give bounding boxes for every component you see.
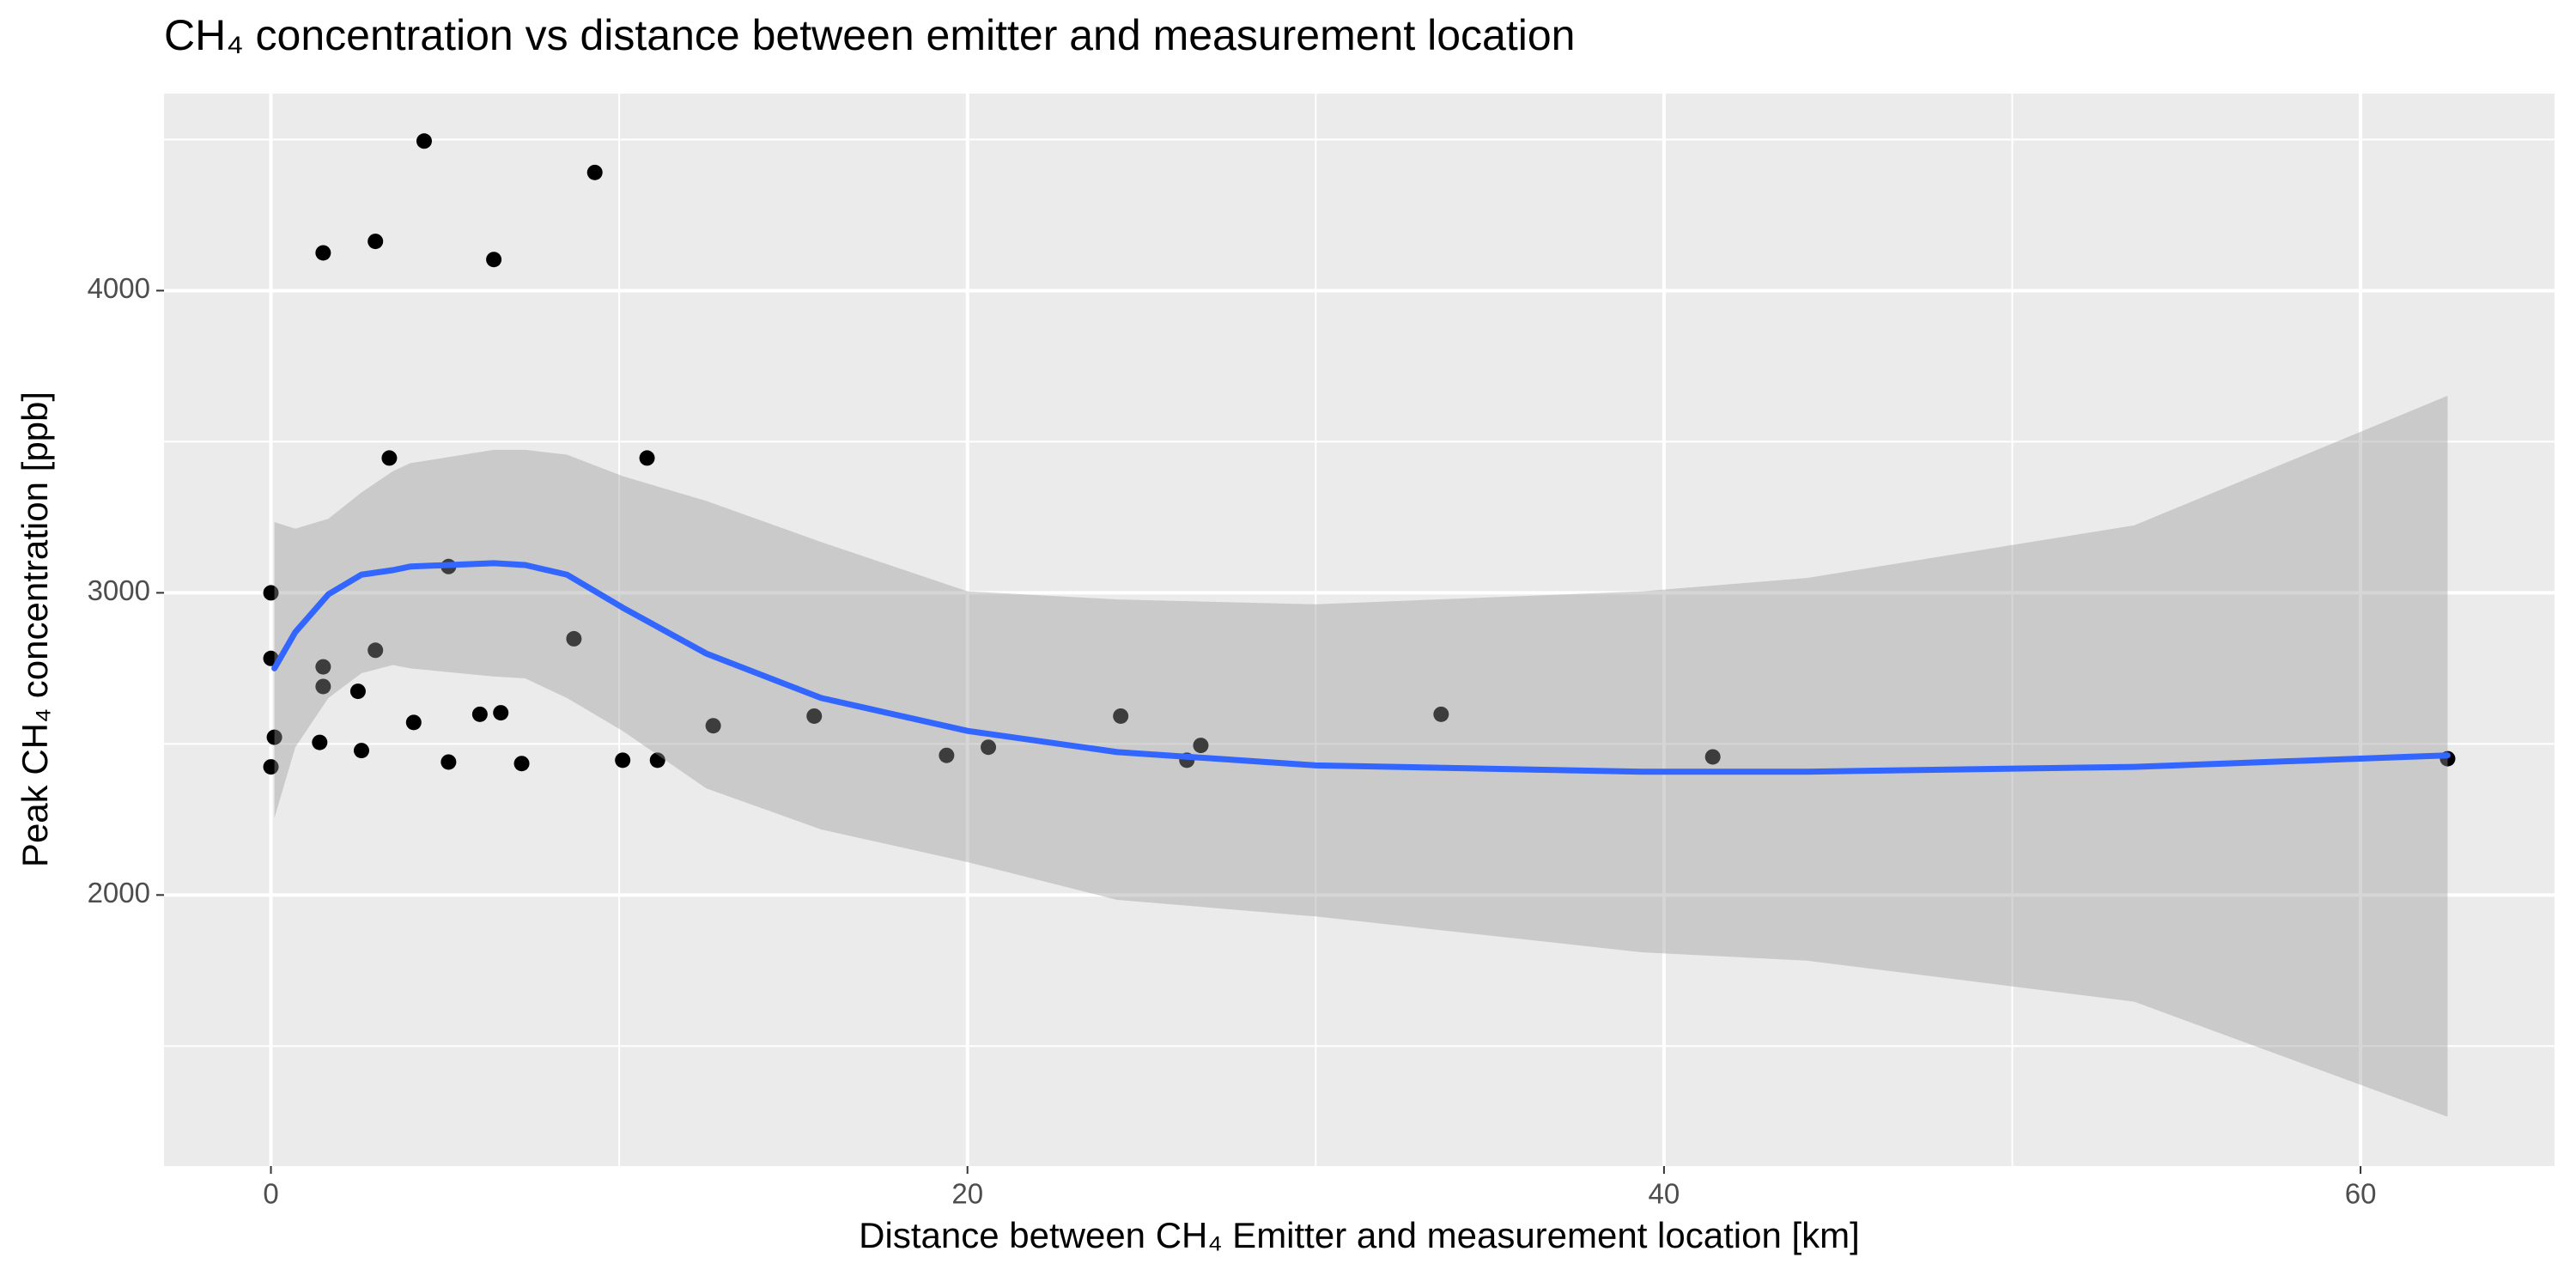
data-point: [416, 133, 432, 149]
data-point: [315, 245, 331, 261]
data-point: [639, 450, 655, 466]
smooth-line: [271, 560, 2451, 775]
data-point: [266, 729, 283, 745]
data-point: [315, 678, 331, 695]
data-point: [493, 705, 509, 721]
y-tick-label: 3000: [88, 574, 150, 606]
data-point: [1113, 708, 1129, 724]
data-point: [566, 630, 582, 647]
y-tick-label: 2000: [88, 877, 150, 908]
data-point: [315, 659, 331, 675]
data-point: [349, 683, 366, 700]
data-point: [649, 752, 665, 769]
data-point: [586, 164, 603, 180]
y-tick-label: 4000: [88, 272, 150, 304]
data-point: [353, 743, 369, 759]
data-point: [1704, 749, 1721, 765]
data-point: [615, 752, 631, 769]
data-point: [1193, 738, 1209, 754]
data-point: [981, 739, 997, 756]
x-tick-label: 0: [263, 1178, 278, 1210]
data-point: [440, 754, 457, 770]
data-point: [486, 252, 502, 268]
data-point: [1433, 706, 1449, 722]
data-point: [405, 714, 422, 731]
data-point: [513, 756, 530, 772]
data-point: [939, 747, 955, 763]
data-point: [263, 585, 279, 601]
data-point: [263, 759, 279, 775]
chart-title: CH₄ concentration vs distance between em…: [164, 11, 1575, 59]
x-axis-title: Distance between CH₄ Emitter and measure…: [859, 1215, 1860, 1255]
data-point: [381, 450, 398, 466]
data-point: [705, 718, 721, 734]
confidence-band: [274, 395, 2448, 1117]
y-axis-title: Peak CH₄ concentration [ppb]: [15, 392, 55, 867]
data-point: [368, 642, 384, 659]
x-tick-label: 40: [1649, 1178, 1680, 1210]
plot-panel: [164, 94, 2555, 1166]
x-tick-label: 20: [951, 1178, 983, 1210]
x-tick-label: 60: [2345, 1178, 2377, 1210]
data-point: [806, 708, 823, 724]
data-point: [368, 234, 384, 250]
data-point: [471, 706, 488, 722]
data-point: [312, 734, 328, 750]
